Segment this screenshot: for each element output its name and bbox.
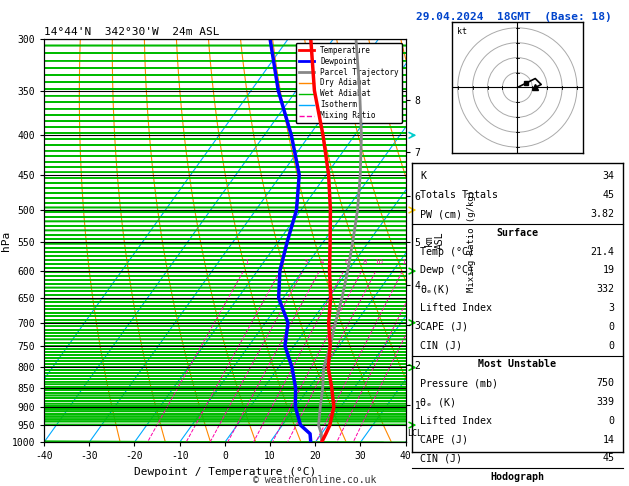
Text: CAPE (J): CAPE (J): [420, 322, 469, 332]
Text: Mixing Ratio (g/kg): Mixing Ratio (g/kg): [467, 190, 476, 292]
Text: 0: 0: [608, 322, 615, 332]
Text: Dewp (°C): Dewp (°C): [420, 265, 474, 276]
Text: 29.04.2024  18GMT  (Base: 18): 29.04.2024 18GMT (Base: 18): [416, 12, 612, 22]
Text: 2: 2: [281, 260, 286, 265]
Text: 0: 0: [608, 341, 615, 351]
Text: 15: 15: [401, 260, 409, 265]
Text: © weatheronline.co.uk: © weatheronline.co.uk: [253, 475, 376, 485]
Text: 339: 339: [596, 397, 615, 407]
Text: 332: 332: [596, 284, 615, 294]
Text: θₑ(K): θₑ(K): [420, 284, 450, 294]
Text: CIN (J): CIN (J): [420, 453, 462, 464]
Text: 34: 34: [603, 172, 615, 181]
Text: 19: 19: [603, 265, 615, 276]
Text: 14: 14: [603, 434, 615, 445]
Text: 4: 4: [320, 260, 325, 265]
Text: 45: 45: [603, 453, 615, 464]
Text: 8: 8: [362, 260, 367, 265]
Y-axis label: km
ASL: km ASL: [423, 232, 445, 249]
Text: Temp (°C): Temp (°C): [420, 247, 474, 257]
Text: 3.82: 3.82: [590, 209, 615, 219]
X-axis label: Dewpoint / Temperature (°C): Dewpoint / Temperature (°C): [134, 467, 316, 477]
Text: 45: 45: [603, 191, 615, 200]
Text: Pressure (mb): Pressure (mb): [420, 378, 498, 388]
Text: kt: kt: [457, 27, 467, 36]
Text: Lifted Index: Lifted Index: [420, 416, 493, 426]
Text: 0: 0: [608, 416, 615, 426]
Text: PW (cm): PW (cm): [420, 209, 462, 219]
Text: LCL: LCL: [407, 429, 422, 438]
Text: 3: 3: [608, 303, 615, 313]
Text: θₑ (K): θₑ (K): [420, 397, 457, 407]
Text: 6: 6: [345, 260, 349, 265]
Text: Totals Totals: Totals Totals: [420, 191, 498, 200]
Text: 21.4: 21.4: [590, 247, 615, 257]
Text: CAPE (J): CAPE (J): [420, 434, 469, 445]
Text: 14°44'N  342°30'W  24m ASL: 14°44'N 342°30'W 24m ASL: [44, 27, 220, 37]
Text: K: K: [420, 172, 426, 181]
Text: Hodograph: Hodograph: [491, 472, 544, 482]
Text: Surface: Surface: [496, 228, 538, 238]
Text: 3: 3: [303, 260, 308, 265]
Text: 1: 1: [244, 260, 249, 265]
Text: hPa: hPa: [1, 230, 11, 251]
Text: 750: 750: [596, 378, 615, 388]
Text: 10: 10: [374, 260, 383, 265]
Legend: Temperature, Dewpoint, Parcel Trajectory, Dry Adiabat, Wet Adiabat, Isotherm, Mi: Temperature, Dewpoint, Parcel Trajectory…: [296, 43, 402, 123]
Text: CIN (J): CIN (J): [420, 341, 462, 351]
Text: Lifted Index: Lifted Index: [420, 303, 493, 313]
Text: Most Unstable: Most Unstable: [478, 360, 557, 369]
